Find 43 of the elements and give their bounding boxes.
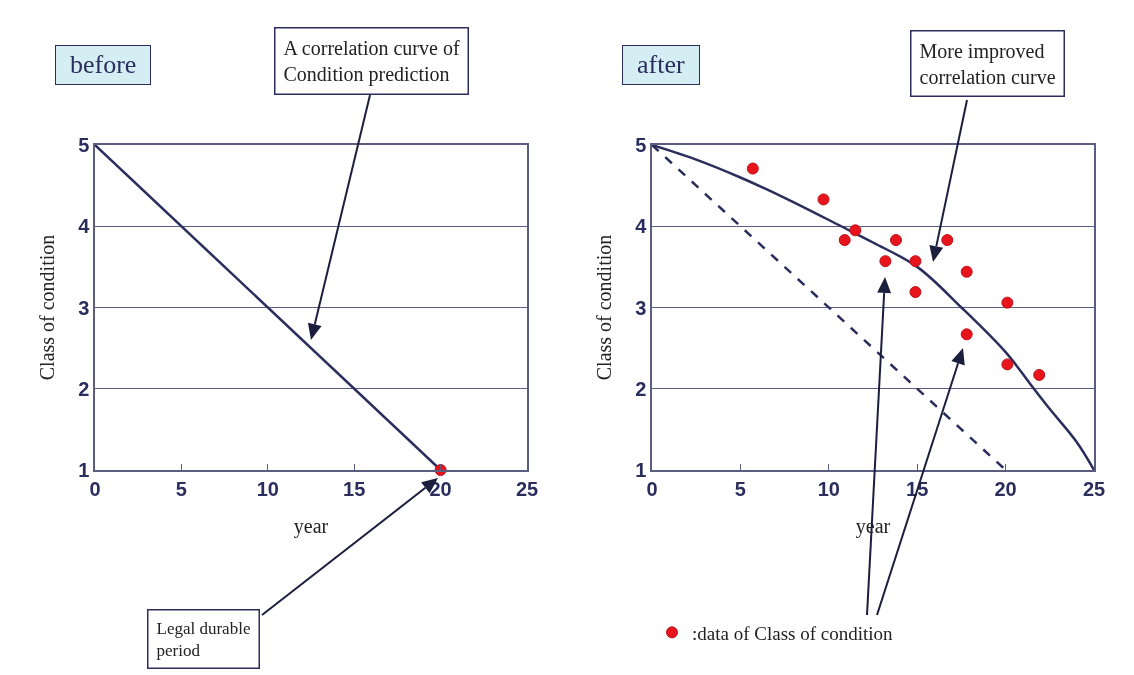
point <box>838 234 851 247</box>
y-tick-label: 4 <box>78 215 91 238</box>
chart-title: after <box>622 45 700 85</box>
y-axis-title: Class of condition <box>36 234 59 381</box>
y-tick-label: 3 <box>635 296 647 319</box>
x-tick-label: 5 <box>175 477 187 500</box>
point <box>817 193 830 206</box>
y-tick-label: 2 <box>78 377 90 400</box>
y-axis-title: Class of condition <box>593 234 616 381</box>
x-tick-label: 10 <box>817 477 840 500</box>
x-tick-label: 0 <box>646 477 658 500</box>
point <box>1001 358 1014 371</box>
y-tick-label: 4 <box>635 215 648 238</box>
y-tick-label: 2 <box>635 377 647 400</box>
point <box>889 234 902 247</box>
x-axis-title: year <box>293 514 329 538</box>
y-tick-label: 1 <box>635 459 647 481</box>
point <box>879 255 892 268</box>
legend-label: :data of Class of condition <box>692 622 894 644</box>
text: A correlation curve of Condition prediction <box>283 36 460 86</box>
point <box>746 162 759 175</box>
y-tick-label: 5 <box>635 134 647 156</box>
x-tick-label: 10 <box>256 477 279 500</box>
point <box>960 328 973 341</box>
x-tick-label: 5 <box>734 477 746 500</box>
text: More improved correlation curve <box>919 39 1056 88</box>
chart-title: before <box>55 45 152 85</box>
point <box>909 286 922 299</box>
point <box>960 265 973 278</box>
y-tick-label: 3 <box>78 296 90 319</box>
x-tick-label: 20 <box>994 477 1017 500</box>
x-tick-label: 25 <box>1082 477 1106 500</box>
text: Legal durable period <box>156 618 251 660</box>
point <box>1001 296 1014 309</box>
y-tick-label: 1 <box>78 459 90 481</box>
x-tick-label: 15 <box>343 477 366 500</box>
y-tick-label: 5 <box>78 134 90 156</box>
point <box>1033 368 1046 381</box>
x-tick-label: 25 <box>515 477 539 500</box>
point <box>909 255 922 268</box>
x-tick-label: 0 <box>89 477 101 500</box>
point <box>941 234 954 247</box>
point <box>849 224 862 237</box>
